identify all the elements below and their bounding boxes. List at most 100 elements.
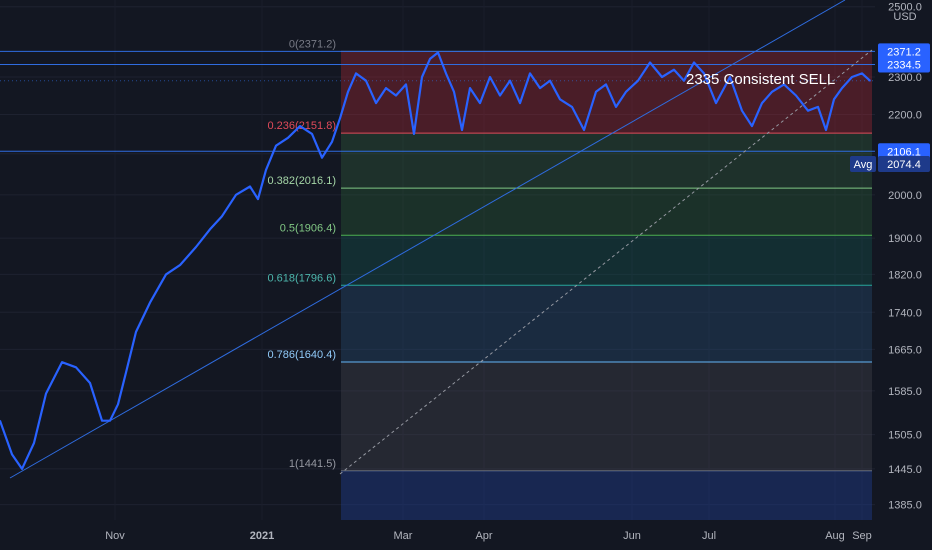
avg-tag-label: Avg xyxy=(854,159,873,171)
price-point xyxy=(615,106,617,108)
price-point xyxy=(179,264,181,266)
price-point xyxy=(861,72,863,75)
fib-level-label: 0.5(1906.4) xyxy=(280,222,336,234)
price-point xyxy=(851,76,853,78)
price-point xyxy=(807,109,809,112)
price-point xyxy=(75,366,77,369)
price-tag xyxy=(878,56,930,73)
price-point xyxy=(61,361,63,363)
price-tag-value: 2106.1 xyxy=(887,146,921,158)
fib-level-label: 0(2371.2) xyxy=(289,38,336,50)
price-point xyxy=(649,61,651,64)
price-point xyxy=(209,228,211,231)
price-tag xyxy=(878,43,930,60)
price-tag-value: 2371.2 xyxy=(887,46,921,58)
y-tick-label: 1445.0 xyxy=(888,464,922,476)
y-tick-label: 2300.0 xyxy=(888,72,922,84)
y-tick-label: 1665.0 xyxy=(888,344,922,356)
price-point xyxy=(783,83,785,86)
y-tick-label: 1385.0 xyxy=(888,500,922,512)
y-tick-label: 1505.0 xyxy=(888,430,922,442)
price-point xyxy=(385,87,387,89)
x-tick-label: Nov xyxy=(105,530,125,542)
price-point xyxy=(673,68,675,71)
y-axis: 1385.0 1445.0 1505.0 1585.0 1665.0 1740.0 1820… xyxy=(888,2,922,512)
fib-zone xyxy=(341,188,872,236)
price-point xyxy=(375,102,377,104)
price-point xyxy=(469,87,471,89)
price-point xyxy=(265,169,267,171)
price-point xyxy=(693,61,695,64)
price-point xyxy=(841,87,843,89)
price-point xyxy=(109,419,111,422)
y-tick-label: 2200.0 xyxy=(888,109,922,121)
price-point xyxy=(321,156,323,159)
price-point xyxy=(453,91,455,93)
price-point xyxy=(311,133,313,135)
price-point xyxy=(771,91,773,93)
price-series xyxy=(0,51,871,470)
price-point xyxy=(479,102,481,104)
price-point xyxy=(751,125,753,127)
price-point xyxy=(355,72,357,75)
fibonacci-retracement: 0(2371.2)0.236(2151.8)0.382(2016.1)0.5(1… xyxy=(268,38,872,520)
price-point xyxy=(299,125,301,127)
price-point xyxy=(347,91,349,93)
price-point xyxy=(0,419,1,422)
price-point xyxy=(101,419,103,422)
fib-zone-extension xyxy=(341,470,872,520)
price-point xyxy=(339,117,341,120)
price-tag xyxy=(878,156,930,173)
price-point xyxy=(571,106,573,108)
price-point xyxy=(413,133,415,135)
price-point xyxy=(445,72,447,75)
horizontal-lines xyxy=(0,50,875,152)
price-tag-value: 2074.4 xyxy=(887,159,921,171)
price-point xyxy=(11,453,13,456)
price-point xyxy=(221,215,223,217)
price-point xyxy=(165,273,167,276)
price-point xyxy=(715,102,717,104)
price-point xyxy=(529,72,531,75)
y-tick-label: 1585.0 xyxy=(888,386,922,398)
fib-level-label: 0.382(2016.1) xyxy=(268,175,337,187)
price-point xyxy=(405,83,407,86)
price-point xyxy=(549,79,551,82)
fib-diagonal-line xyxy=(339,49,873,475)
price-point xyxy=(33,442,35,444)
currency-label: USD xyxy=(893,11,916,23)
sell-annotation[interactable]: 2335 Consistent SELL xyxy=(686,71,835,88)
fib-level-label: 1(1441.5) xyxy=(289,458,336,470)
price-point xyxy=(149,301,151,304)
price-point xyxy=(583,129,585,131)
fib-zone xyxy=(341,361,872,471)
x-tick-label: Sep xyxy=(852,530,872,542)
x-tick-label: Apr xyxy=(475,530,492,542)
price-point xyxy=(825,129,827,131)
price-point xyxy=(795,94,797,97)
price-tag xyxy=(878,143,930,160)
price-point xyxy=(741,109,743,112)
y-tick-label: 1740.0 xyxy=(888,307,922,319)
price-point xyxy=(275,144,277,147)
price-point xyxy=(117,403,119,406)
x-axis: Nov 2021 Mar Apr Jun Jul Aug Sep xyxy=(105,530,872,542)
avg-tag xyxy=(850,156,876,173)
price-point xyxy=(661,76,663,78)
price-point xyxy=(637,79,639,82)
y-tick-label: 1820.0 xyxy=(888,269,922,281)
y-tick-label: 2000.0 xyxy=(888,190,922,202)
price-point xyxy=(395,94,397,97)
x-tick-label: Aug xyxy=(825,530,845,542)
price-point xyxy=(625,91,627,93)
price-point xyxy=(519,102,521,104)
price-point xyxy=(683,79,685,82)
price-point xyxy=(235,194,237,196)
price-point xyxy=(125,371,127,374)
fib-level-label: 0.618(1796.6) xyxy=(268,272,337,284)
fib-level-label: 0.786(1640.4) xyxy=(268,349,337,361)
price-point xyxy=(257,198,259,200)
price-point xyxy=(499,94,501,97)
